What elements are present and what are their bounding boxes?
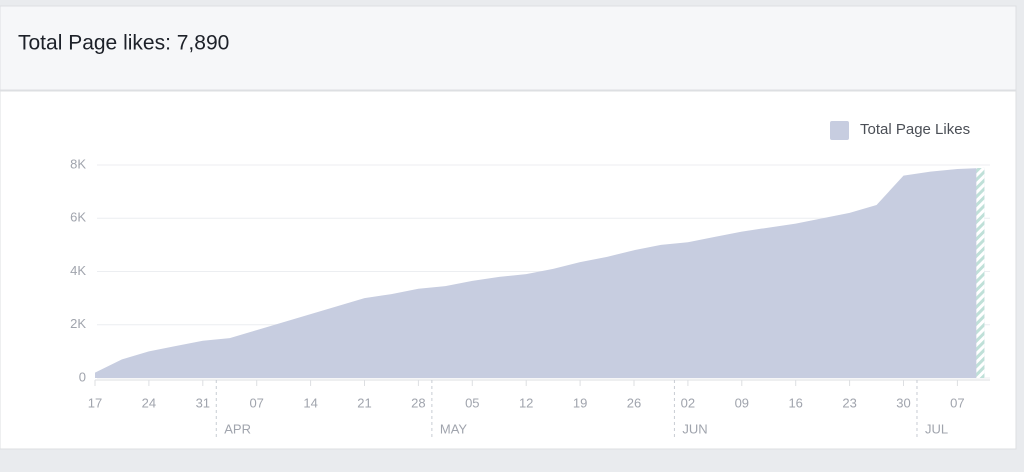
x-tick-label: 05 xyxy=(465,395,479,410)
y-tick-label: 0 xyxy=(79,369,86,384)
x-tick-label: 12 xyxy=(519,395,533,410)
legend-label: Total Page Likes xyxy=(860,121,970,138)
x-tick-label: 28 xyxy=(411,395,425,410)
area xyxy=(95,167,985,378)
x-tick-label: 23 xyxy=(842,395,856,410)
y-tick-label: 2K xyxy=(70,316,86,331)
y-tick-label: 6K xyxy=(70,210,86,225)
month-label: APR xyxy=(224,421,251,436)
x-tick-label: 14 xyxy=(303,395,317,410)
x-tick-label: 24 xyxy=(142,395,156,410)
plot: 0 2K 4K 6K 8K 17 24 31 APR 07 14 21 28 MAY 05 12 19 26 02 J… xyxy=(70,121,990,440)
x-tick-label: 30 xyxy=(896,395,910,410)
x-tick-label: 07 xyxy=(950,395,964,410)
x-tick-label: 26 xyxy=(627,395,641,410)
x-tick-label: 09 xyxy=(735,395,749,410)
y-tick-label: 8K xyxy=(70,156,86,171)
x-tick-label: 07 xyxy=(249,395,263,410)
x-tick-label: 21 xyxy=(357,395,371,410)
month-label: JUL xyxy=(925,421,948,436)
y-tick-label: 4K xyxy=(70,263,86,278)
partial-period xyxy=(976,167,985,378)
x-tick-label: 16 xyxy=(788,395,802,410)
legend-swatch xyxy=(830,121,849,140)
x-tick-label: 17 xyxy=(88,395,102,410)
x-tick-label: 02 xyxy=(681,395,695,410)
x-tick-label: 19 xyxy=(573,395,587,410)
header-panel xyxy=(0,5,1017,91)
x-tick-label: 31 xyxy=(196,395,210,410)
month-label: MAY xyxy=(440,421,468,436)
month-label: JUN xyxy=(682,421,707,436)
page-title: Total Page likes: 7,890 xyxy=(18,32,229,55)
